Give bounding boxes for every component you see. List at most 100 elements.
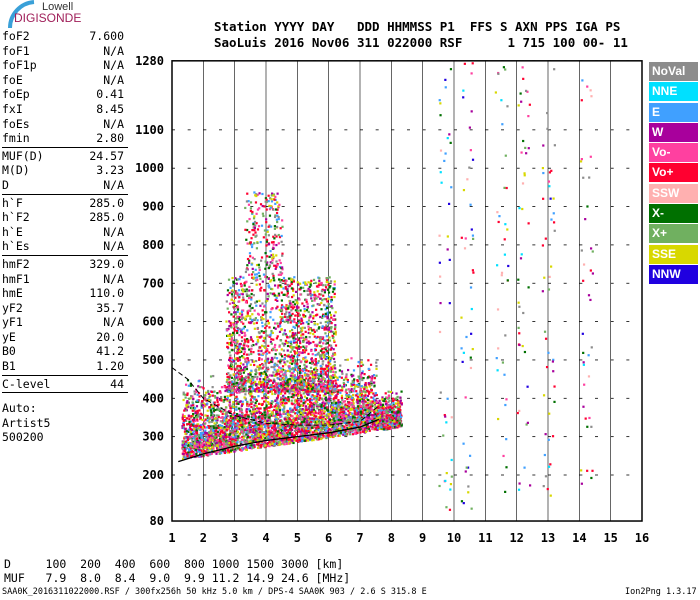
echo-point [300,400,303,403]
echo-point [195,437,199,440]
echo-point [318,412,322,416]
echo-point [307,421,310,424]
echo-point [255,416,258,419]
echo-point [371,405,374,408]
echo-point [360,394,364,397]
echo-point [290,433,294,436]
echo-point [339,364,342,367]
echo-point [236,420,240,423]
echo-point [209,399,212,402]
echo-point [320,437,323,441]
echo-point [230,443,233,446]
echo-point [207,389,210,393]
echo-point [255,434,258,437]
echo-point [217,426,220,430]
echo-point [204,414,207,417]
echo-point [272,424,275,427]
echo-point [188,453,191,456]
echo-point [343,400,347,403]
echo-point [252,381,255,384]
echo-point [238,425,241,429]
echo-point [335,385,339,389]
echo-point [229,435,232,439]
echo-point [189,420,193,423]
x-tick-label: 13 [541,531,555,545]
echo-point [220,437,223,440]
param-name: B1 [2,359,16,374]
echo-point [206,432,209,435]
echo-point [193,407,197,410]
echo-point [210,404,213,407]
echo-point [250,392,253,395]
echo-point [270,402,273,406]
echo-point [375,409,378,412]
echo-point [340,376,343,379]
echo-point [263,416,266,420]
echo-point [218,409,222,412]
echo-point [315,422,318,425]
echo-point [220,416,223,419]
echo-point [283,434,286,437]
echo-point [372,425,375,428]
echo-point [323,435,326,438]
echo-point [357,429,360,433]
echo-point [345,392,348,395]
echo-point [375,365,378,368]
echo-point [350,423,353,426]
echo-point [284,399,287,402]
echo-point [209,425,212,428]
echo-point [311,311,314,314]
echo-point [294,408,298,411]
echo-point [374,392,377,395]
echo-point [229,410,232,413]
echo-point [269,419,272,422]
echo-point [220,452,223,455]
echo-point [221,429,224,433]
echo-point [301,416,304,419]
echo-point [336,427,339,430]
echo-point [249,394,252,397]
echo-point [370,417,374,420]
echo-point [233,438,237,441]
echo-point [230,429,233,432]
echo-point [240,430,244,433]
echo-point [328,400,331,403]
echo-point [281,433,285,436]
y-tick-label: 300 [142,430,164,444]
echo-point [286,416,289,419]
echo-point [392,408,395,411]
echo-point [313,417,316,420]
echo-point [396,395,399,399]
echo-point [210,447,213,450]
echo-point [318,431,322,434]
echo-point [191,409,194,412]
x-tick-label: 5 [294,531,301,545]
echo-point [204,441,207,444]
echo-point [265,433,268,437]
echo-point [267,423,270,426]
echo-point [247,423,250,426]
echo-point [299,409,302,412]
echo-point [319,397,322,400]
echo-point [192,452,196,455]
echo-point [280,421,284,424]
echo-point [385,410,388,413]
echo-point [260,417,263,420]
echo-point [240,424,243,427]
echo-point [330,403,333,407]
echo-point [247,421,251,425]
echo-point [189,427,192,431]
echo-point [367,367,370,370]
echo-point [227,421,231,424]
echo-point [272,444,276,447]
echo-point [336,413,339,416]
echo-point [275,441,278,445]
echo-point [346,419,349,422]
echo-point [332,401,335,405]
echo-point [375,361,378,364]
echo-point [333,419,336,423]
echo-point [193,392,196,396]
echo-point [300,384,303,387]
echo-point [220,449,223,452]
echo-point [364,421,367,424]
